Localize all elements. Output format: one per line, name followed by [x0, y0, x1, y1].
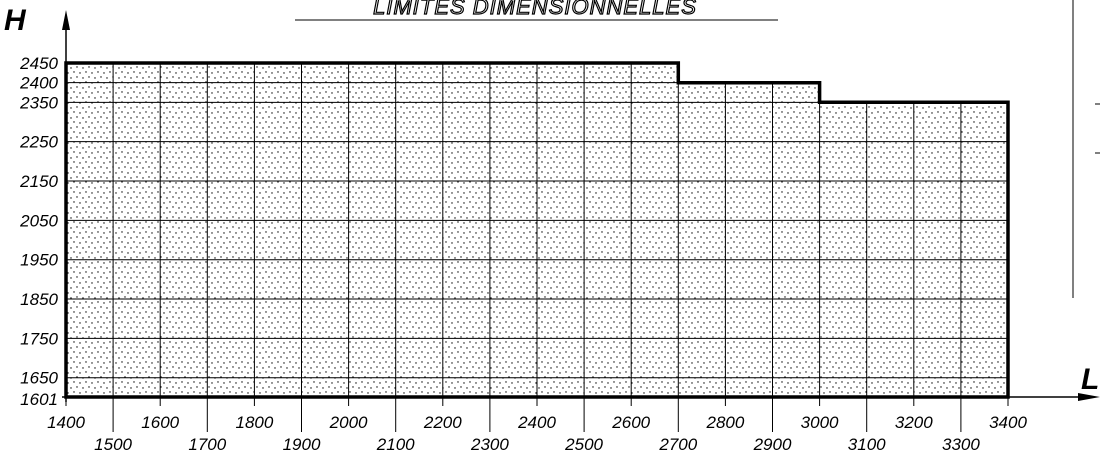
- x-tick-label: 2200: [423, 413, 462, 432]
- y-axis-arrow: [62, 10, 70, 30]
- x-tick-label: 3100: [848, 435, 886, 454]
- y-tick-label: 1750: [20, 329, 58, 348]
- y-tick-label: 2400: [19, 74, 58, 93]
- x-tick-label: 2800: [705, 413, 744, 432]
- x-tick-labels: 1400 1600 1800 2000 2200 2400 2600 2800 3000 3200…: [47, 413, 1027, 454]
- y-tick-label: 2250: [19, 133, 58, 152]
- x-tick-label: 1500: [94, 435, 132, 454]
- x-axis: [62, 393, 1100, 401]
- x-tick-label: 3300: [942, 435, 980, 454]
- x-axis-name: L: [1081, 363, 1099, 396]
- y-axis-name: H: [4, 4, 27, 37]
- y-axis: [62, 10, 70, 402]
- x-tick-label: 1400: [47, 413, 85, 432]
- x-tick-label: 2700: [658, 435, 697, 454]
- x-tick-label: 1800: [235, 413, 273, 432]
- y-tick-label: 2150: [19, 172, 58, 191]
- x-tick-label: 2300: [470, 435, 509, 454]
- x-tick-label: 3400: [989, 413, 1027, 432]
- x-tick-label: 3200: [895, 413, 933, 432]
- x-tick-label: 1900: [283, 435, 321, 454]
- y-tick-labels: 1601 1650 1750 1850 1950 2050 2150 2250 23502400…: [19, 54, 58, 409]
- envelope-outline: [64, 61, 1010, 399]
- x-tick-label: 1600: [141, 413, 179, 432]
- grid-vertical: [112, 63, 962, 397]
- x-tick-label: 3000: [801, 413, 839, 432]
- y-tick-label: 1850: [20, 290, 58, 309]
- y-tick-label: 2450: [19, 54, 58, 73]
- x-tick-label: 2600: [611, 413, 650, 432]
- y-tick-label: 1601: [20, 390, 58, 409]
- x-tick-marks: [65, 397, 1009, 432]
- y-tick-label: 2350: [19, 93, 58, 112]
- diagram-title: LIMITES DIMENSIONNELLES: [373, 0, 697, 19]
- x-axis-arrow: [1078, 393, 1100, 401]
- x-tick-label: 2000: [329, 413, 368, 432]
- x-tick-label: 2400: [517, 413, 556, 432]
- x-tick-label: 2500: [564, 435, 603, 454]
- y-tick-label: 1950: [20, 251, 58, 270]
- x-tick-label: 1700: [188, 435, 226, 454]
- y-tick-label: 1650: [20, 369, 58, 388]
- x-tick-label: 2100: [376, 435, 415, 454]
- x-tick-label: 2900: [753, 435, 792, 454]
- y-tick-label: 2050: [19, 211, 58, 230]
